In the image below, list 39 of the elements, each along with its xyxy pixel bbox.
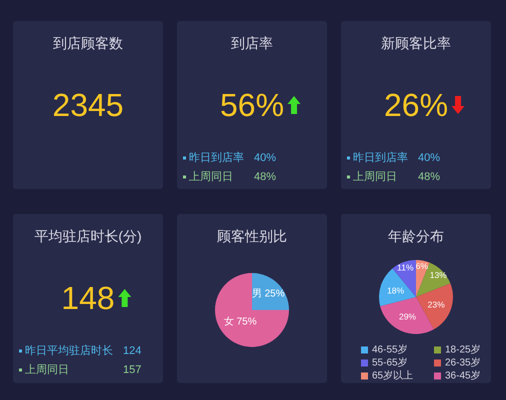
text: 124 xyxy=(123,345,142,357)
legend-label: 46-55岁 xyxy=(372,344,408,356)
text: 48% xyxy=(254,171,276,183)
data-label: 23% xyxy=(428,299,446,310)
text: 2345 xyxy=(52,87,124,123)
legend-label: 65岁以上 xyxy=(372,370,414,382)
pie-slice xyxy=(416,262,450,297)
data-label: 18% xyxy=(387,285,405,296)
pie-slice xyxy=(215,273,289,347)
text: 40% xyxy=(254,152,276,164)
text: 上周同日 xyxy=(25,363,69,376)
pie-slice xyxy=(416,283,453,330)
data-label: 11% xyxy=(397,262,414,272)
data-label: 29% xyxy=(398,312,416,322)
text: 40% xyxy=(418,152,440,164)
slice-label: 女 75% xyxy=(224,315,257,328)
text: 上周同日 xyxy=(189,170,233,183)
text: 48% xyxy=(418,171,440,183)
text: 26% xyxy=(384,87,448,123)
text: 昨日到店率 xyxy=(189,151,244,164)
data-label: 13% xyxy=(430,270,448,280)
text: 上周同日 xyxy=(353,170,397,183)
text: 到店率 xyxy=(231,35,273,51)
text: 148 xyxy=(61,280,115,316)
text: 昨日平均驻店时长 xyxy=(25,344,113,357)
text: 昨日到店率 xyxy=(353,151,408,164)
legend-label: 36-45岁 xyxy=(445,370,481,382)
data-label: 6% xyxy=(416,261,428,272)
text: 56% xyxy=(220,87,284,123)
text: 平均驻店时长(分) xyxy=(34,228,142,244)
chart-title: 顾客性别比 xyxy=(217,228,287,244)
legend-label: 26-35岁 xyxy=(445,356,481,368)
text: 到店顾客数 xyxy=(53,35,123,51)
text: 157 xyxy=(123,364,142,376)
legend-label: 55-65岁 xyxy=(372,356,408,368)
legend-label: 18-25岁 xyxy=(445,344,481,356)
slice-label: 男 25% xyxy=(252,288,285,300)
chart-title: 年龄分布 xyxy=(388,228,444,244)
text: 新顾客比率 xyxy=(381,35,451,51)
